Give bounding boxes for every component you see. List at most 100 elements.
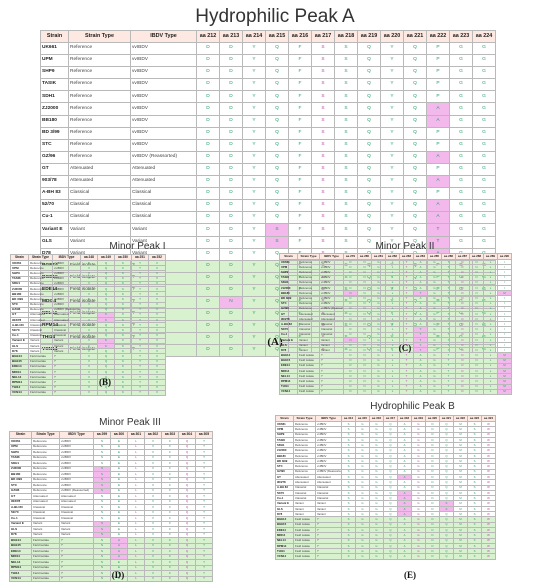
table-row: UK661 Reference vvIBDV S G G Q A G D Q M S W [275,420,496,428]
residue-cell: D [196,78,220,92]
residue-cell: Y [242,54,266,68]
residue-cell: D [196,223,220,237]
residue-cell: P [426,162,450,177]
residue-cell: G [449,162,473,177]
residue-cell: Q [357,54,381,68]
strain-cell: GZ/96 [40,150,69,164]
residue-cell: D [219,332,243,346]
residue-cell: Y [242,41,266,56]
residue-cell: P [426,187,450,201]
ibdv-type-cell: vvIBDV [130,126,197,140]
strain-cell: 903/78 [40,175,69,189]
residue-cell: P [426,126,450,140]
ibdv-type-cell: vvIBDV [130,90,197,104]
panel-b-label: (B) [99,377,111,387]
table-row: BGE14 Field isolate? V Q K T V [10,353,166,360]
residue-cell: G [449,150,473,164]
table-row: GT Attenuated Attenuated D D Y Q F S S Q Y Q P G G [40,162,496,177]
residue-cell: D [196,102,220,116]
position-header: aa 215 [265,30,289,43]
table-row: GZ/96 Reference vvIBDV (Reassorted) S E L V F Q T [9,487,213,494]
residue-cell: D [196,138,220,152]
residue-cell: D [196,259,220,273]
residue-cell: G [369,553,384,560]
strain-type-cell: Reference [68,114,131,128]
residue-cell: Q [403,211,427,225]
residue-cell: Y [380,126,404,140]
table-row: D78 Variant Variant S E L V F Q T [9,531,213,538]
table-row: GLS Variant Variant D D Y S F S S Q Y Q T G G [40,235,496,249]
strain-type-cell: Variant [68,223,131,237]
residue-cell: Q [265,199,289,213]
residue-cell: T [195,493,213,500]
table-row: STC Reference vvIBDV D D Y Q F S S Q Y Q P G G [40,138,496,152]
table-row: GT Attenuated Attenuated N E L V F Q T [9,493,213,500]
residue-cell: G [472,54,496,68]
table-row: BGE14 Field isolate? D N G L T A G T D N L M [279,352,512,359]
residue-cell: Y [242,126,266,140]
residue-cell: Y [380,187,404,201]
table-row: BD 3/99 Reference vvIBDV S G G Q A G D Q M S W [275,458,496,465]
strain-header: Strain [40,30,69,43]
panel-c: Strain Strain Type IBDV Type aa 279 aa 280 aa… [279,253,512,395]
residue-cell: S [311,54,335,68]
residue-cell: D [196,308,220,322]
residue-cell: Y [242,78,266,92]
residue-cell: D [219,162,243,177]
table-row: UK661 Reference vvIBDV D D Y Q F S S Q Y Q P G G [40,41,496,56]
panel-e-title: Hydrophilic Peak B [370,401,455,412]
residue-cell: S [311,78,335,92]
table-row: BD 3/99 Reference vvIBDV S E L V F Q T [9,476,213,483]
residue-cell: T [195,443,213,450]
residue-cell: G [449,211,473,225]
residue-cell: P [426,54,450,68]
ibdv-type-cell: vvIBDV [130,138,197,152]
residue-cell: S [334,187,358,201]
residue-cell: G [472,211,496,225]
residue-cell: G [472,126,496,140]
residue-cell: N [219,295,243,310]
position-header: aa 218 [334,30,358,43]
residue-cell: Q [357,223,381,237]
residue-cell: Q [357,187,381,201]
table-row: VCN14 Field isolate? N E L V F Q T [9,575,213,582]
residue-cell: Y [380,199,404,213]
table-row: GZ/96 Reference vvIBDV (Reassorted) D D Y Q F S S… [40,150,496,164]
table-row: GLS Variant Variant S E L V F Q T [9,526,213,533]
strain-cell: UK661 [40,41,69,56]
strain-cell: VCN14 [9,575,32,582]
residue-cell: A [426,150,450,164]
residue-cell: G [472,78,496,92]
residue-cell: G [427,388,442,395]
table-row: EDE14 Field isolate? V Q K T V [10,363,166,370]
ibdv-type-cell: Attenuated [130,162,197,177]
table-row: EDE14 Field isolate? N A L V F Q T [9,548,213,555]
panel-d-label: (D) [111,570,125,580]
position-header: aa 305 [195,431,213,439]
residue-cell: S [334,138,358,152]
strain-type-cell: Reference [68,54,131,68]
table-row: SDH1 Reference vvIBDV N E L V F Q T [9,460,213,467]
residue-cell: Y [242,271,266,285]
residue-cell: S [334,90,358,104]
header-row: Strain Strain Type IBDV Type aa 299 aa 300 aa… [9,431,213,439]
residue-cell: Q [403,199,427,213]
strain-type-header: Strain Type [31,431,60,439]
residue-cell: S [334,114,358,128]
table-row: UK661 Reference vvIBDV N E L V F Q T [9,438,213,445]
residue-cell: S [334,126,358,140]
residue-cell: Y [242,175,266,189]
strain-type-cell: Reference [68,41,131,56]
residue-cell: T [195,575,213,582]
residue-cell: Y [380,78,404,92]
residue-cell: G [449,90,473,104]
panel-c-label: (C) [398,343,412,353]
residue-cell: S [311,102,335,116]
residue-cell: T [426,223,450,237]
residue-cell: Q [357,41,381,56]
residue-cell: S [334,199,358,213]
residue-cell: F [288,90,312,104]
residue-cell: Q [403,114,427,128]
residue-cell: Y [380,54,404,68]
residue-cell: V [144,575,162,582]
